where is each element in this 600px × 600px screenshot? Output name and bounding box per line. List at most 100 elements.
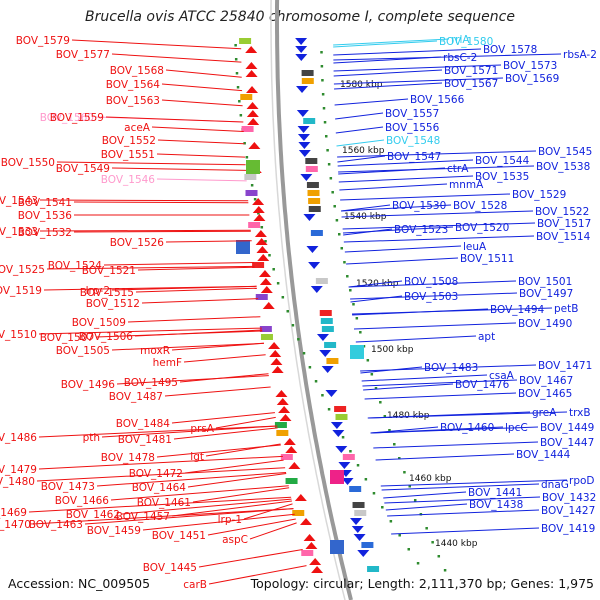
track-tick: [272, 268, 275, 271]
leader-line: [198, 548, 303, 568]
leader-line: [333, 53, 562, 61]
cog-box: [352, 502, 365, 508]
gene-label-left: BOV_1541: [18, 197, 72, 209]
leader-line: [383, 491, 467, 499]
leader-line: [38, 455, 283, 470]
leader-line: [339, 183, 448, 191]
cog-box: [274, 422, 287, 428]
gene-label-right: BOV_1490: [518, 318, 572, 330]
gene-label-left: BOV_1551: [101, 149, 155, 161]
forward-gene-arrow: [279, 414, 292, 421]
track-tick: [236, 86, 240, 89]
leader-line: [373, 441, 539, 449]
gene-label-left: BOV_1472: [129, 468, 183, 480]
gene-label-right: BOV_1494: [490, 304, 545, 316]
forward-gene-arrow: [294, 494, 307, 501]
leader-line: [334, 98, 409, 106]
track-tick: [381, 506, 384, 509]
leader-line: [348, 280, 403, 288]
forward-gene-arrow: [246, 102, 259, 109]
leader-line: [121, 498, 292, 515]
gene-label-left: BOV_1473: [41, 481, 95, 493]
cog-box: [239, 38, 252, 44]
reverse-gene-arrow: [295, 54, 308, 61]
gene-label-right: BOV_1569: [505, 73, 559, 85]
leader-line: [340, 193, 511, 201]
track-tick: [329, 177, 333, 180]
scale-label: 1440 kbp: [435, 539, 478, 549]
leader-line: [348, 280, 517, 288]
gene-label-left: BOV_1479: [0, 464, 37, 476]
cog-box: [319, 310, 332, 316]
leader-line: [38, 327, 262, 335]
gene-label-right: BOV_1529: [512, 189, 566, 201]
gene-label-right: BOV_1535: [475, 171, 529, 183]
gene-label-left: BOV_1451: [152, 530, 206, 542]
gene-label-left: BOV_1459: [87, 525, 141, 537]
track-tick: [393, 443, 396, 446]
forward-gene-arrow: [278, 406, 291, 413]
leader-line: [342, 222, 536, 230]
leader-line: [350, 295, 403, 303]
forward-gene-arrow: [262, 302, 275, 309]
leader-line: [337, 150, 537, 158]
gene-label-left: BOV_1560: [40, 112, 94, 124]
cog-box: [306, 182, 319, 188]
leader-line: [183, 354, 266, 363]
leader-line: [111, 342, 265, 351]
reverse-gene-arrow: [316, 334, 329, 341]
leader-line: [111, 285, 257, 291]
forward-gene-arrow: [285, 446, 298, 453]
cog-box: [367, 566, 380, 572]
gene-label-right: BOV_1511: [460, 253, 514, 265]
gene-label-right: csaA: [489, 370, 515, 382]
forward-gene-arrow: [245, 62, 258, 69]
gene-label-right: BOV_1547: [387, 151, 441, 163]
forward-gene-arrow: [253, 214, 266, 221]
cog-box: [236, 240, 250, 254]
scale-label: 1580 kbp: [340, 80, 383, 90]
track-tick: [443, 569, 447, 572]
leader-line: [391, 527, 540, 535]
track-tick: [314, 380, 318, 383]
forward-gene-arrow: [258, 270, 271, 277]
leader-line: [343, 235, 535, 243]
track-tick: [335, 219, 339, 222]
reverse-gene-arrow: [321, 366, 334, 373]
scale-label: 1480 kbp: [387, 411, 430, 421]
leader-line: [338, 167, 446, 175]
leader-line: [111, 167, 246, 171]
gene-label-right: BOV_1501: [518, 276, 572, 288]
track-tick: [379, 401, 382, 404]
cog-box: [335, 414, 348, 420]
track-tick: [323, 121, 327, 124]
cog-box: [320, 318, 333, 324]
forward-gene-arrow: [311, 566, 324, 573]
cog-box: [361, 542, 374, 548]
track-tick: [331, 191, 334, 194]
track-tick: [321, 93, 325, 96]
cog-box: [308, 206, 321, 212]
track-tick: [398, 534, 401, 537]
leader-line: [335, 126, 384, 134]
forward-gene-arrow: [275, 390, 288, 397]
gene-label-left: BOV_1564: [106, 79, 161, 91]
track-tick: [388, 429, 391, 432]
reverse-gene-arrow: [295, 46, 308, 53]
gene-label-right: BOV_1444: [516, 449, 571, 461]
track-tick: [413, 499, 417, 502]
track-tick: [407, 548, 411, 551]
track-tick: [403, 471, 406, 474]
reverse-gene-arrow: [350, 518, 362, 525]
gene-label-left: BOV_1559: [50, 112, 104, 124]
leader-line: [353, 322, 517, 330]
scale-label: 1560 kbp: [342, 146, 385, 156]
track-tick: [326, 149, 329, 152]
leader-line: [184, 459, 284, 474]
gene-label-right: BOV_1545: [538, 146, 592, 158]
leader-line: [338, 175, 474, 183]
leader-line: [336, 139, 385, 147]
cog-box: [330, 540, 344, 554]
gene-label-left: BOV_1469: [0, 507, 27, 519]
leader-line: [340, 204, 452, 212]
